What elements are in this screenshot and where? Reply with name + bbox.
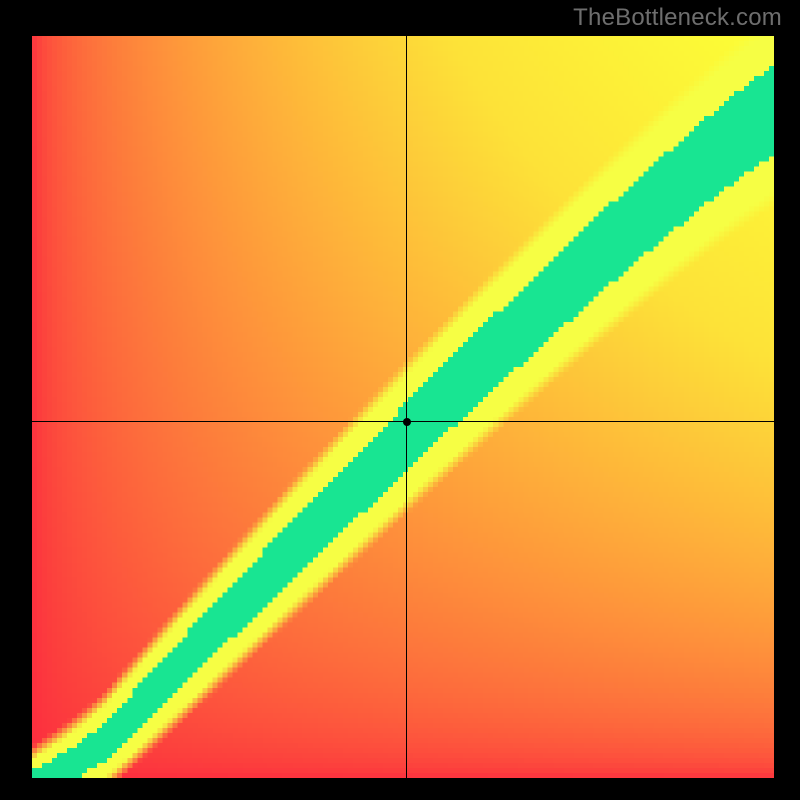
crosshair-vertical bbox=[406, 36, 407, 778]
chart-stage: TheBottleneck.com bbox=[0, 0, 800, 800]
bottleneck-heatmap bbox=[32, 36, 774, 778]
crosshair-dot bbox=[403, 418, 411, 426]
watermark-text: TheBottleneck.com bbox=[573, 4, 782, 32]
